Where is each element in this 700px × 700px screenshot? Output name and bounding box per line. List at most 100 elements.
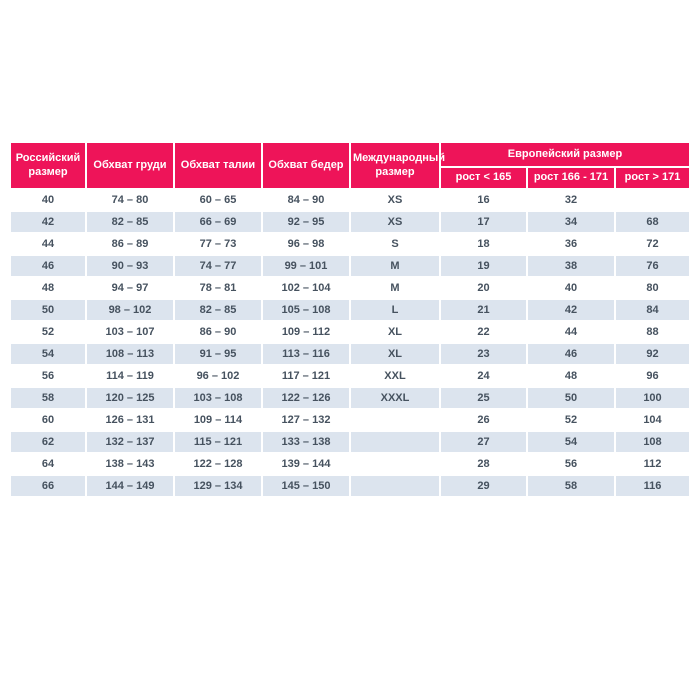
- cell: 20: [438, 276, 528, 300]
- cell: 60 – 65: [172, 188, 263, 212]
- cell: 24: [438, 364, 528, 388]
- cell: 112: [613, 452, 692, 476]
- cell: 98 – 102: [84, 298, 175, 322]
- cell: [348, 408, 441, 432]
- cell: 127 – 132: [260, 408, 351, 432]
- cell: 52: [8, 320, 87, 344]
- cell: 116: [613, 474, 692, 498]
- cell: 91 – 95: [172, 342, 263, 366]
- cell: M: [348, 254, 441, 278]
- cell: [613, 188, 692, 212]
- cell: 145 – 150: [260, 474, 351, 498]
- cell: 102 – 104: [260, 276, 351, 300]
- cell: L: [348, 298, 441, 322]
- cell: 44: [8, 232, 87, 256]
- cell: 32: [525, 188, 616, 212]
- cell: 122 – 128: [172, 452, 263, 476]
- cell: 46: [525, 342, 616, 366]
- cell: [348, 430, 441, 454]
- cell: 48: [8, 276, 87, 300]
- cell: 52: [525, 408, 616, 432]
- cell: 86 – 89: [84, 232, 175, 256]
- cell: 132 – 137: [84, 430, 175, 454]
- col-header-height-166-171: рост 166 - 171: [525, 166, 616, 190]
- cell: 78 – 81: [172, 276, 263, 300]
- col-header-waist: Обхват талии: [172, 141, 263, 190]
- cell: 120 – 125: [84, 386, 175, 410]
- cell: 66 – 69: [172, 210, 263, 234]
- cell: 74 – 77: [172, 254, 263, 278]
- cell: 50: [525, 386, 616, 410]
- cell: 90 – 93: [84, 254, 175, 278]
- cell: 54: [8, 342, 87, 366]
- cell: 133 – 138: [260, 430, 351, 454]
- col-header-height-lt-165: рост < 165: [438, 166, 528, 190]
- cell: 46: [8, 254, 87, 278]
- cell: 88: [613, 320, 692, 344]
- cell: S: [348, 232, 441, 256]
- cell: 96 – 102: [172, 364, 263, 388]
- cell: 38: [525, 254, 616, 278]
- cell: 72: [613, 232, 692, 256]
- size-chart-table: Российский размер Обхват груди Обхват та…: [8, 141, 692, 498]
- cell: 82 – 85: [172, 298, 263, 322]
- cell: XL: [348, 320, 441, 344]
- col-header-russian-size: Российский размер: [8, 141, 87, 190]
- cell: M: [348, 276, 441, 300]
- cell: 82 – 85: [84, 210, 175, 234]
- cell: 100: [613, 386, 692, 410]
- cell: 139 – 144: [260, 452, 351, 476]
- cell: 138 – 143: [84, 452, 175, 476]
- table-row: 48 94 – 97 78 – 81 102 – 104 M 20 40 80: [8, 276, 692, 300]
- header-row-top: Российский размер Обхват груди Обхват та…: [8, 141, 692, 190]
- col-header-international: Международный размер: [348, 141, 445, 190]
- cell: 80: [613, 276, 692, 300]
- cell: 18: [438, 232, 528, 256]
- table-row: 54 108 – 113 91 – 95 113 – 116 XL 23 46 92: [8, 342, 692, 366]
- cell: 126 – 131: [84, 408, 175, 432]
- cell: 50: [8, 298, 87, 322]
- cell: XS: [348, 188, 441, 212]
- cell: 77 – 73: [172, 232, 263, 256]
- cell: 103 – 108: [172, 386, 263, 410]
- cell: 26: [438, 408, 528, 432]
- cell: 86 – 90: [172, 320, 263, 344]
- cell: 109 – 112: [260, 320, 351, 344]
- cell: 16: [438, 188, 528, 212]
- table-row: 64 138 – 143 122 – 128 139 – 144 28 56 112: [8, 452, 692, 476]
- cell: 27: [438, 430, 528, 454]
- cell: 60: [8, 408, 87, 432]
- cell: 96 – 98: [260, 232, 351, 256]
- cell: 66: [8, 474, 87, 498]
- table-row: 58 120 – 125 103 – 108 122 – 126 XXXL 25 50 100: [8, 386, 692, 410]
- table-row: 52 103 – 107 86 – 90 109 – 112 XL 22 44 88: [8, 320, 692, 344]
- table-row: 42 82 – 85 66 – 69 92 – 95 XS 17 34 68: [8, 210, 692, 234]
- cell: XXL: [348, 364, 441, 388]
- cell: 104: [613, 408, 692, 432]
- table-body: 40 74 – 80 60 – 65 84 – 90 XS 16 32 42 82 – 85 66…: [8, 188, 692, 498]
- table-row: 50 98 – 102 82 – 85 105 – 108 L 21 42 84: [8, 298, 692, 322]
- cell: 42: [8, 210, 87, 234]
- cell: 84 – 90: [260, 188, 351, 212]
- cell: 22: [438, 320, 528, 344]
- cell: 58: [8, 386, 87, 410]
- col-header-european-group: Европейский размер: [438, 141, 692, 168]
- table-row: 46 90 – 93 74 – 77 99 – 101 M 19 38 76: [8, 254, 692, 278]
- cell: 122 – 126: [260, 386, 351, 410]
- cell: 103 – 107: [84, 320, 175, 344]
- cell: 99 – 101: [260, 254, 351, 278]
- table-header: Российский размер Обхват груди Обхват та…: [8, 141, 692, 190]
- cell: 54: [525, 430, 616, 454]
- cell: 64: [8, 452, 87, 476]
- cell: 36: [525, 232, 616, 256]
- cell: 109 – 114: [172, 408, 263, 432]
- cell: 129 – 134: [172, 474, 263, 498]
- cell: 34: [525, 210, 616, 234]
- cell: 42: [525, 298, 616, 322]
- cell: 25: [438, 386, 528, 410]
- cell: 94 – 97: [84, 276, 175, 300]
- table-row: 56 114 – 119 96 – 102 117 – 121 XXL 24 48 96: [8, 364, 692, 388]
- cell: 113 – 116: [260, 342, 351, 366]
- cell: 40: [8, 188, 87, 212]
- cell: XS: [348, 210, 441, 234]
